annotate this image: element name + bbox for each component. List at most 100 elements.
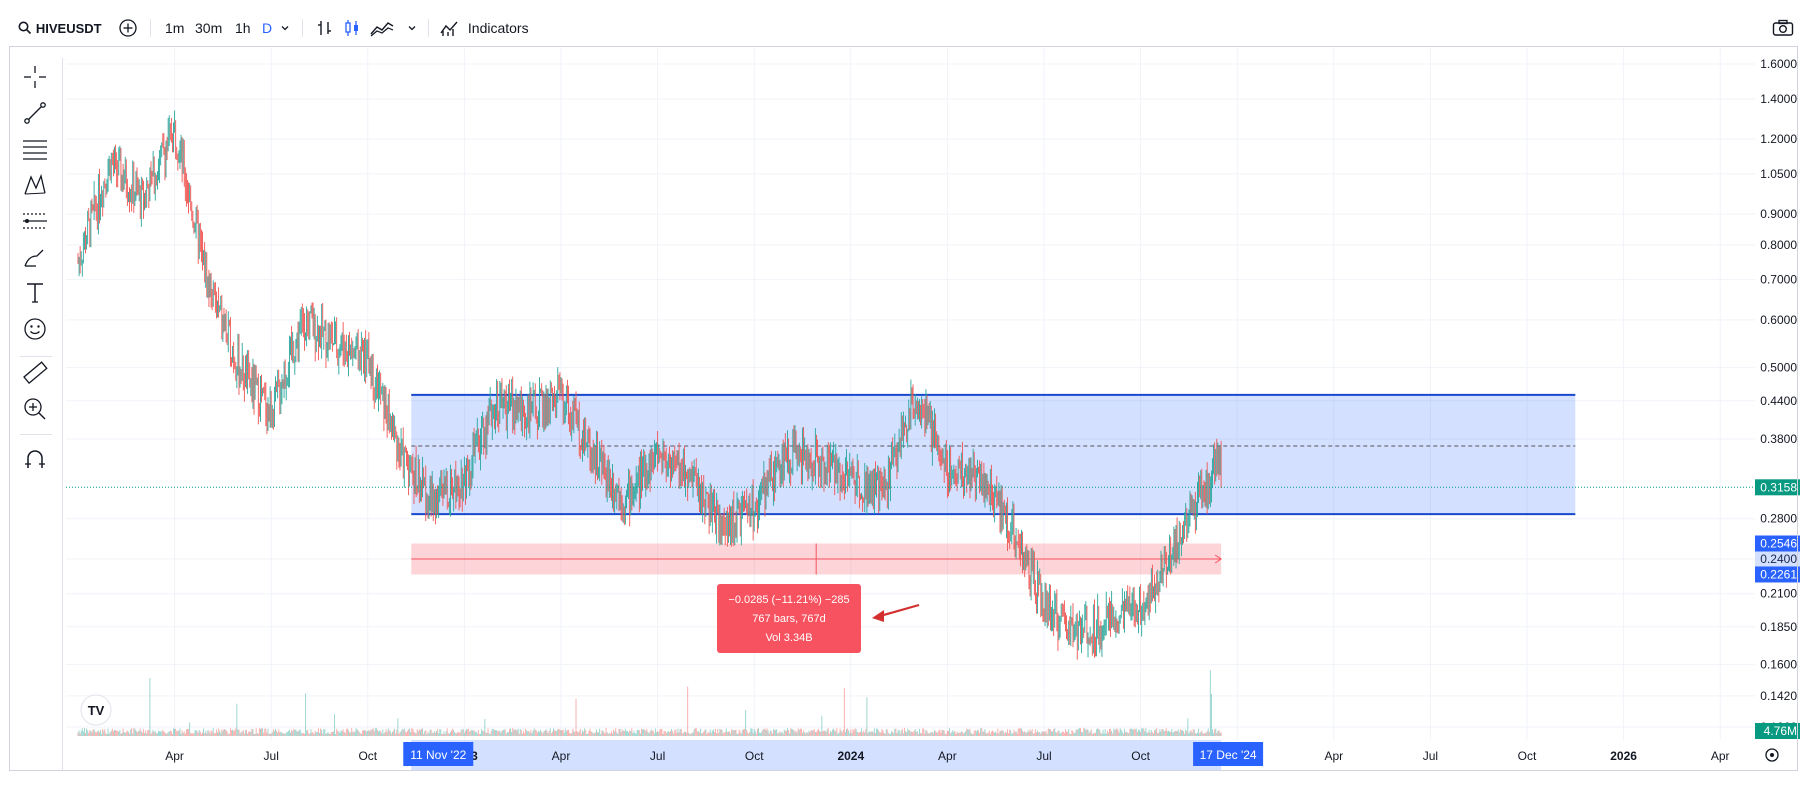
price-tick-label: 0.8000: [1760, 238, 1797, 252]
volume-bar: [314, 730, 316, 736]
volume-bar: [1166, 731, 1168, 736]
volume-bar: [1061, 731, 1063, 736]
chart-style-dropdown[interactable]: [407, 10, 417, 46]
volume-bar: [431, 732, 433, 736]
volume-bar: [142, 729, 144, 736]
volume-bar: [1046, 733, 1048, 736]
volume-bar: [1097, 728, 1099, 736]
volume-bar: [240, 732, 242, 736]
volume-bar: [980, 728, 982, 736]
volume-bar: [197, 732, 199, 736]
volume-bar: [573, 730, 575, 736]
volume-bar: [539, 731, 541, 736]
volume-bar: [96, 731, 98, 736]
price-chart[interactable]: −0.0285 (−11.21%) −285 767 bars, 767d Vol …: [10, 0, 1800, 775]
volume-bar: [741, 729, 743, 736]
volume-bar: [882, 730, 884, 736]
volume-bar: [905, 731, 907, 736]
volume-bar: [907, 728, 909, 736]
volume-bar: [469, 731, 471, 736]
brush-tool[interactable]: [22, 244, 48, 270]
volume-bar: [745, 710, 747, 736]
volume-bar: [1048, 728, 1050, 736]
trend-line-tool[interactable]: [22, 100, 48, 126]
interval-1h[interactable]: 1h: [235, 20, 251, 36]
volume-bar: [834, 730, 836, 736]
interval-30m[interactable]: 30m: [195, 20, 223, 36]
time-tick-label: Oct: [1518, 749, 1537, 763]
volume-bar: [825, 732, 827, 736]
bar-style-button[interactable]: [316, 10, 334, 46]
compare-button[interactable]: [118, 10, 138, 46]
volume-bar: [786, 728, 788, 736]
text-tool[interactable]: [22, 280, 48, 306]
settings-icon[interactable]: [1765, 748, 1779, 762]
crosshair-tool[interactable]: [22, 64, 48, 90]
logo-mark: TV: [88, 703, 105, 718]
volume-bar: [797, 728, 799, 736]
volume-bar: [780, 732, 782, 736]
indicators-button[interactable]: Indicators: [440, 10, 529, 46]
zoom-in-tool[interactable]: [22, 396, 48, 422]
interval-1m[interactable]: 1m: [165, 20, 185, 36]
volume-bar: [761, 731, 763, 736]
time-end-badge-bg: [1193, 742, 1264, 766]
volume-bar: [1039, 732, 1041, 736]
candles-style-button[interactable]: [343, 10, 361, 46]
volume-bar: [696, 731, 698, 736]
volume-bar: [874, 733, 876, 736]
volume-bar: [897, 730, 899, 736]
volume-bar: [1029, 729, 1031, 736]
volume-bar: [448, 733, 450, 736]
ruler-tool[interactable]: [22, 360, 48, 386]
volume-bar: [445, 731, 447, 736]
volume-bar: [576, 731, 578, 736]
volume-bar: [896, 733, 898, 736]
volume-bar: [248, 731, 250, 736]
volume-bar: [488, 733, 490, 736]
volume-bar: [929, 732, 931, 736]
volume-bar: [487, 728, 489, 736]
volume-bar: [495, 730, 497, 736]
volume-bar: [246, 729, 248, 736]
volume-bar: [461, 729, 463, 736]
volume-bar: [1216, 733, 1218, 736]
volume-bar: [1200, 732, 1202, 736]
volume-bar: [854, 728, 856, 736]
volume-bar: [210, 730, 212, 736]
interval-d[interactable]: D: [262, 20, 273, 36]
volume-bar: [1096, 729, 1098, 736]
price-tick-label: 1.4000: [1760, 92, 1797, 106]
fib-tool[interactable]: [22, 136, 48, 162]
volume-bar: [574, 732, 576, 736]
volume-bar: [502, 730, 504, 736]
volume-bar: [781, 731, 783, 736]
volume-bar: [612, 733, 614, 736]
volume-bar: [749, 731, 751, 736]
prediction-tool[interactable]: [22, 208, 48, 234]
interval-dropdown[interactable]: [280, 10, 290, 46]
symbol-search[interactable]: HIVEUSDT: [18, 10, 102, 46]
snapshot-button[interactable]: [1772, 10, 1794, 46]
volume-bar: [994, 732, 996, 736]
volume-bar: [717, 728, 719, 736]
magnet-tool[interactable]: [22, 446, 48, 472]
volume-bar: [1101, 733, 1103, 736]
volume-bar: [112, 731, 114, 736]
volume-bar: [451, 730, 453, 736]
volume-bar: [439, 729, 441, 736]
volume-bar: [272, 729, 274, 736]
volume-bar: [918, 728, 920, 736]
volume-bar: [746, 729, 748, 736]
time-tick-label: Oct: [1131, 749, 1150, 763]
volume-bar: [1037, 730, 1039, 736]
volume-bar: [869, 732, 871, 736]
volume-bar: [1190, 730, 1192, 736]
emoji-tool[interactable]: [22, 316, 48, 342]
pattern-tool[interactable]: [22, 172, 48, 198]
volume-bar: [305, 693, 307, 736]
area-style-button[interactable]: [370, 10, 394, 46]
volume-bar: [499, 730, 501, 736]
volume-bar: [595, 729, 597, 736]
volume-bar: [982, 731, 984, 736]
